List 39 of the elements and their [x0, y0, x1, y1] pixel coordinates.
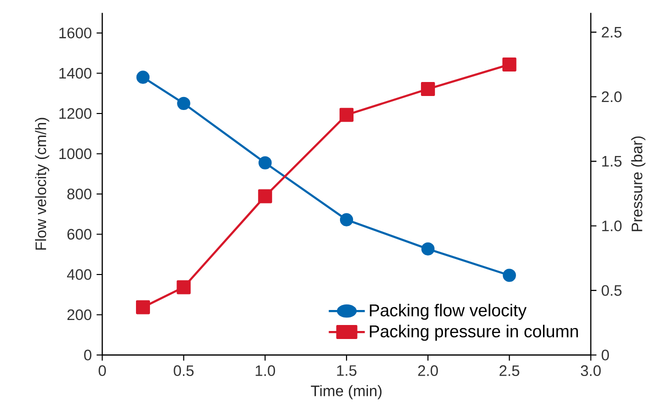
y-tick-label: 200 — [67, 309, 92, 320]
point — [176, 280, 191, 294]
point — [421, 242, 435, 256]
y2-tick-label: 2.5 — [602, 26, 622, 38]
point — [340, 108, 354, 122]
x-tick-label: 1.0 — [256, 365, 276, 376]
y2-tick-label: 0 — [602, 350, 609, 360]
x-tick-label: 3.0 — [580, 365, 601, 376]
x-tick-label: 0 — [98, 365, 106, 376]
point — [502, 57, 516, 72]
y2-tick-label: 2.0 — [602, 91, 622, 102]
y-tick-label: 1400 — [59, 68, 92, 78]
y-axis-title: Flow velocity (cm/h) — [35, 118, 50, 250]
y-tick-label: 1200 — [59, 108, 92, 119]
y-tick-label: 1000 — [59, 148, 92, 159]
y-tick-label: 800 — [67, 188, 92, 200]
y-tick-label: 0 — [84, 350, 92, 360]
point — [136, 70, 150, 84]
y2-axis-title: Pressure (bar) — [631, 136, 646, 231]
y-tick-label: 400 — [67, 269, 92, 280]
x-tick-label: 1.5 — [337, 365, 356, 376]
point — [177, 96, 190, 110]
y-tick-label: 1600 — [59, 27, 92, 38]
point — [258, 189, 272, 204]
y2-tick-label: 1.0 — [602, 220, 622, 232]
x-axis-title: Time (min) — [310, 384, 382, 400]
y-tick-label: 600 — [67, 228, 92, 240]
legend-label: Packing pressure in column — [370, 324, 578, 341]
x-tick-label: 2.5 — [500, 365, 520, 376]
x-tick-label: 2.0 — [418, 365, 438, 376]
point — [258, 156, 272, 170]
point — [420, 82, 435, 96]
x-tick-label: 0.5 — [174, 365, 194, 376]
y2-tick-label: 0.5 — [602, 284, 622, 296]
point — [136, 300, 150, 314]
point — [340, 213, 354, 226]
legend-label: Packing flow velocity — [370, 304, 527, 320]
point — [502, 268, 516, 282]
y2-tick-label: 1.5 — [602, 156, 622, 166]
